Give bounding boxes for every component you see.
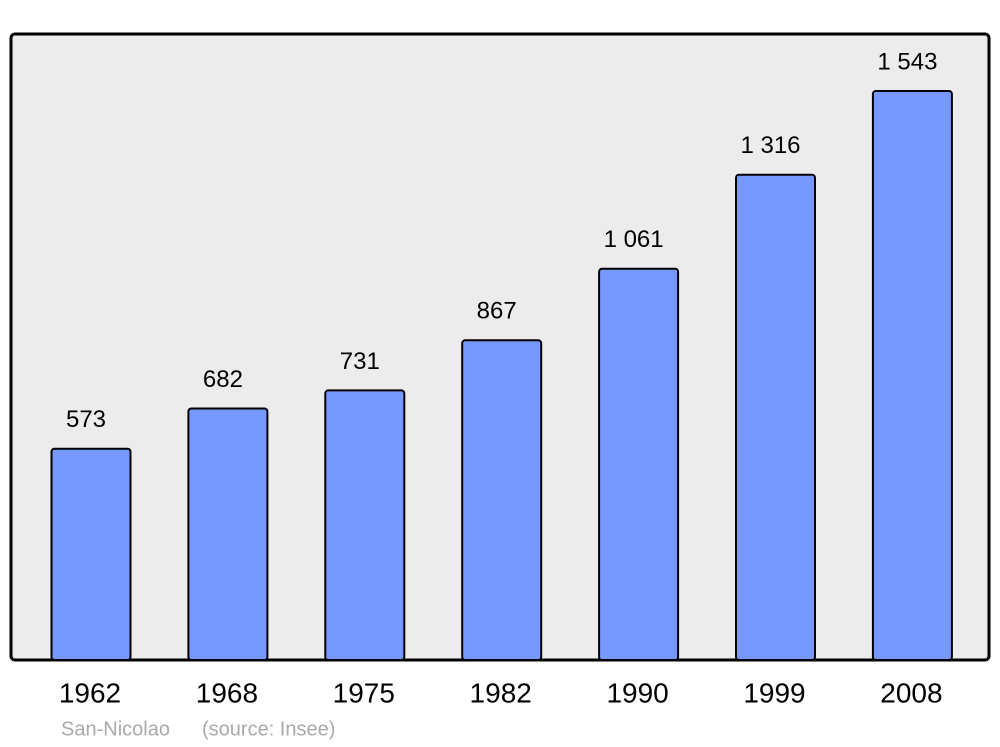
x-tick-label: 1990 — [606, 677, 668, 708]
x-tick-label: 1999 — [743, 677, 805, 708]
x-tick-label: 1968 — [196, 677, 258, 708]
x-tick-label: 2008 — [880, 677, 942, 708]
value-label: 1 543 — [877, 48, 937, 75]
place-label: San-Nicolao — [61, 718, 170, 740]
x-tick-label: 1962 — [59, 677, 121, 708]
bar — [50, 447, 132, 661]
value-label: 1 061 — [604, 226, 664, 253]
bar — [598, 267, 680, 661]
source-label: (source: Insee) — [202, 718, 335, 740]
bar — [324, 389, 406, 661]
x-tick-label: 1982 — [470, 677, 532, 708]
bar — [871, 90, 953, 661]
value-label: 1 316 — [740, 132, 800, 159]
bar — [461, 339, 543, 661]
x-tick-label: 1975 — [333, 677, 395, 708]
value-label: 867 — [477, 298, 517, 325]
bar — [735, 173, 816, 661]
value-label: 682 — [203, 366, 243, 393]
value-label: 731 — [340, 348, 380, 375]
bar — [187, 407, 269, 661]
value-label: 573 — [66, 406, 106, 433]
